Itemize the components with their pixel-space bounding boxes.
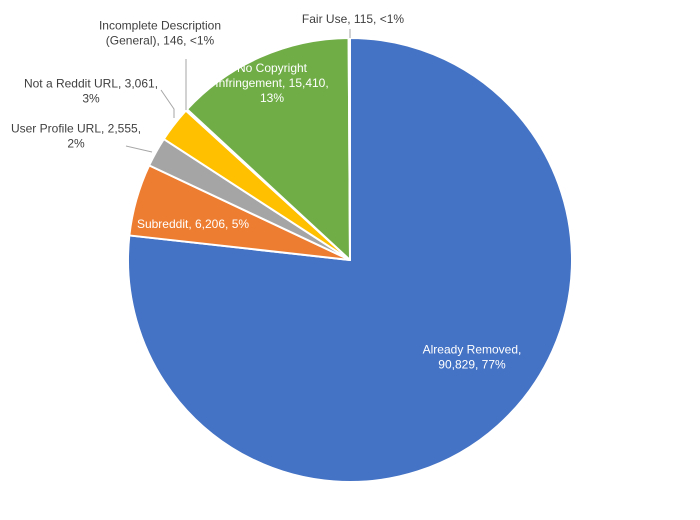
slice-label-line: No Copyright	[237, 61, 308, 75]
pie-slices	[126, 36, 573, 483]
slice-label-line: Infringement, 15,410,	[215, 76, 328, 90]
leader-line	[160, 89, 175, 118]
pie-slice-fair-use	[347, 36, 351, 261]
pie-slice-no-copyright-infringement	[186, 37, 351, 261]
slice-label: User Profile URL, 2,555, 2%	[11, 122, 141, 151]
slice-label: Subreddit, 6,206, 5%	[137, 217, 249, 231]
leader-lines	[125, 29, 351, 153]
slice-label-line: (General), 146, <1%	[106, 34, 215, 48]
slice-label-line: Incomplete Description	[99, 19, 221, 33]
slice-label: No Copyright Infringement, 15,410, 13%	[215, 61, 328, 105]
slice-label-line: Subreddit, 6,206, 5%	[137, 217, 249, 231]
slice-label: Not a Reddit URL, 3,061, 3%	[24, 77, 158, 106]
slice-labels: Already Removed, 90,829, 77% Subreddit, 6,…	[11, 12, 521, 372]
slice-label-line: Not a Reddit URL, 3,061,	[24, 77, 158, 91]
slice-label-line: 2%	[67, 137, 85, 151]
slice-label: Incomplete Description (General), 146, <1…	[99, 19, 221, 48]
slice-label-line: Already Removed,	[423, 343, 522, 357]
slice-label-line: 13%	[260, 91, 284, 105]
pie-slice-already-removed	[126, 37, 573, 483]
slice-label-line: 90,829, 77%	[438, 358, 506, 372]
slice-label-line: User Profile URL, 2,555,	[11, 122, 141, 136]
leader-line	[125, 145, 153, 153]
slice-label-line: 3%	[82, 92, 100, 106]
slice-label-line: Fair Use, 115, <1%	[302, 12, 404, 26]
slice-label: Already Removed, 90,829, 77%	[423, 343, 522, 372]
slice-label: Fair Use, 115, <1%	[302, 12, 404, 26]
